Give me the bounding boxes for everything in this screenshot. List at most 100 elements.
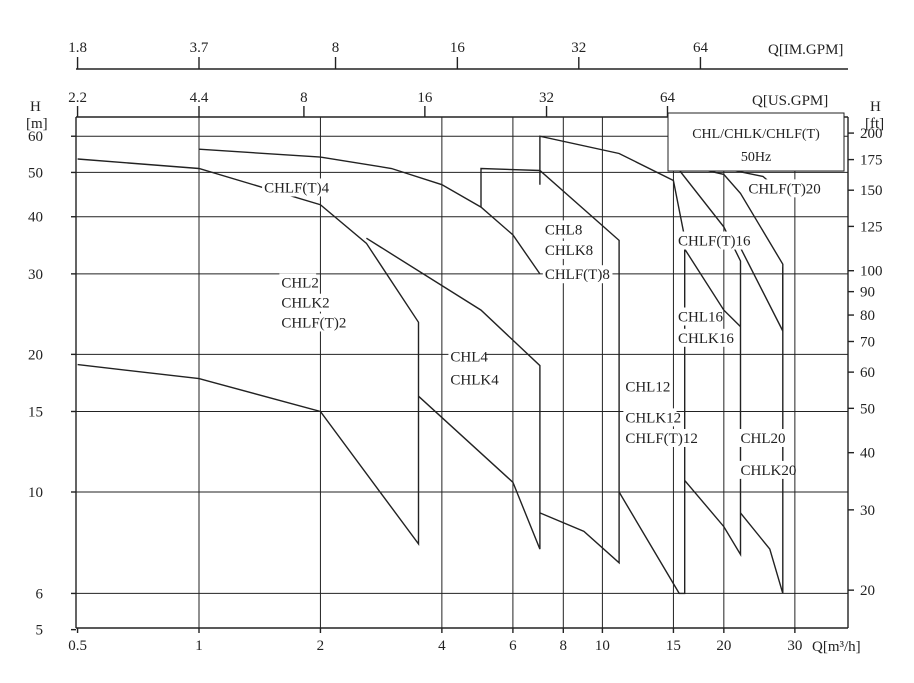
right-tick-label: 80 bbox=[860, 308, 875, 324]
pump-curve bbox=[671, 161, 784, 558]
x-tick-label: 2 bbox=[317, 638, 325, 654]
right-tick-label: 70 bbox=[860, 334, 875, 350]
y-tick-label: 15 bbox=[28, 404, 43, 420]
annotation-bg bbox=[623, 377, 669, 396]
annotation-bg bbox=[542, 240, 588, 259]
annotation-bg bbox=[542, 220, 580, 239]
y-ticks: 5 6 10 15 20 30 40 50 60 bbox=[28, 129, 76, 639]
curves bbox=[77, 135, 784, 595]
top-us-tick-label: 64 bbox=[660, 90, 676, 106]
x-tick-label: 8 bbox=[560, 638, 568, 654]
top-axis-im-label: Q[IM.GPM] bbox=[768, 42, 843, 58]
top-us-tick-label: 4.4 bbox=[190, 90, 209, 106]
right-tick-label: 50 bbox=[860, 401, 875, 417]
annotation-bg bbox=[279, 293, 325, 312]
pump-curve bbox=[539, 135, 686, 238]
x-tick-label: 15 bbox=[666, 638, 681, 654]
annotation-bg bbox=[542, 265, 613, 284]
annotation-bg bbox=[746, 179, 825, 198]
right-tick-label: 125 bbox=[860, 219, 883, 235]
y-tick-label: 50 bbox=[28, 165, 43, 181]
y-axis-right-title: H bbox=[870, 99, 881, 115]
annotation-bg bbox=[738, 460, 792, 479]
curve-label: CHLF(T)2 bbox=[281, 315, 346, 331]
top-us-tick-label: 8 bbox=[300, 90, 308, 106]
annotation-bg bbox=[448, 370, 494, 389]
curve-label: CHLF(T)20 bbox=[748, 181, 821, 197]
x-tick-label: 20 bbox=[716, 638, 731, 654]
x-ticks: 0.5 1 2 4 6 8 10 15 20 30 bbox=[68, 628, 802, 654]
curve-label: CHLK12 bbox=[625, 410, 681, 426]
top-im-tick-label: 1.8 bbox=[68, 40, 87, 56]
right-ticks: 200 175 150 125 100 90 80 70 60 50 40 30 20 bbox=[848, 126, 883, 599]
annotation-bg bbox=[279, 273, 317, 292]
top-im-tick-label: 64 bbox=[693, 40, 709, 56]
top-axis-us-label: Q[US.GPM] bbox=[752, 93, 828, 109]
curve-label: CHL12 bbox=[625, 379, 670, 395]
x-tick-label: 4 bbox=[438, 638, 446, 654]
curve-label: CHL16 bbox=[678, 310, 724, 326]
top-im-tick-label: 3.7 bbox=[190, 40, 209, 56]
curve-label: CHL20 bbox=[741, 431, 786, 447]
annotation-bg bbox=[676, 328, 730, 347]
annotation-bg bbox=[623, 428, 702, 447]
curve-label: CHLF(T)16 bbox=[678, 234, 751, 250]
top-us-tick-label: 16 bbox=[417, 90, 433, 106]
pump-curve bbox=[198, 148, 541, 275]
curve-label: CHLF(T)4 bbox=[264, 180, 329, 196]
right-tick-label: 150 bbox=[860, 183, 883, 199]
annotation-bg bbox=[623, 408, 677, 427]
annotation-bg bbox=[676, 231, 754, 250]
right-tick-label: 200 bbox=[860, 126, 883, 142]
right-tick-label: 100 bbox=[860, 264, 883, 280]
y-tick-label: 20 bbox=[28, 347, 43, 363]
curve-label: CHL4 bbox=[450, 349, 488, 365]
right-tick-label: 90 bbox=[860, 285, 875, 301]
annotation-bg bbox=[279, 313, 349, 332]
annotations: CHLF(T)4 CHL2 CHLK2 CHLF(T)2 CHL4 CHLK4 CHL8 CH… bbox=[262, 178, 825, 479]
curve-label: CHL8 bbox=[545, 222, 583, 238]
y-tick-label: 40 bbox=[28, 210, 43, 226]
y-axis-left-unit: [m] bbox=[26, 116, 48, 132]
top-im-tick-label: 32 bbox=[571, 40, 586, 56]
curve-label: CHLK8 bbox=[545, 243, 593, 259]
legend-frame bbox=[667, 112, 845, 172]
right-tick-label: 60 bbox=[860, 365, 875, 381]
legend-line1: CHL/CHLK/CHLF(T) bbox=[692, 127, 820, 142]
top-us-tick-label: 32 bbox=[539, 90, 554, 106]
top-im-tick-label: 8 bbox=[332, 40, 340, 56]
y-tick-label: 6 bbox=[36, 586, 44, 602]
top-im-tick-label: 16 bbox=[450, 40, 466, 56]
x-axis-label: Q[m³/h] bbox=[812, 639, 861, 655]
right-tick-label: 30 bbox=[860, 503, 875, 519]
curve-label: CHLK20 bbox=[741, 463, 797, 479]
annotation-bg bbox=[738, 428, 784, 447]
legend-box: CHL/CHLK/CHLF(T) 50Hz bbox=[667, 112, 845, 172]
y-axis-right-unit: [ft] bbox=[865, 116, 884, 132]
top-ticks: 1.8 3.7 8 16 32 64 2.2 4.4 8 16 32 64 bbox=[68, 40, 708, 117]
pump-curve bbox=[480, 167, 620, 565]
annotation-bg bbox=[262, 178, 332, 197]
x-tick-label: 0.5 bbox=[68, 638, 87, 654]
y-tick-label: 10 bbox=[28, 485, 43, 501]
right-tick-label: 175 bbox=[860, 153, 883, 169]
curve-label: CHLF(T)8 bbox=[545, 267, 610, 283]
pump-curve bbox=[618, 246, 741, 595]
pump-curve bbox=[77, 158, 420, 547]
curve-label: CHLK2 bbox=[281, 296, 329, 312]
legend-line2: 50Hz bbox=[741, 150, 771, 165]
right-tick-label: 20 bbox=[860, 583, 875, 599]
y-tick-label: 30 bbox=[28, 267, 43, 283]
curve-label: CHL2 bbox=[281, 276, 319, 292]
y-axis-left-title: H bbox=[30, 99, 41, 115]
x-tick-label: 30 bbox=[787, 638, 802, 654]
curve-label: CHLK16 bbox=[678, 331, 734, 347]
right-tick-label: 40 bbox=[860, 446, 875, 462]
top-us-tick-label: 2.2 bbox=[68, 90, 87, 106]
top-axis-im-gpm: Q[IM.GPM] bbox=[76, 42, 848, 70]
curve-label: CHLK4 bbox=[450, 372, 499, 388]
x-tick-label: 10 bbox=[595, 638, 610, 654]
annotation-bg bbox=[676, 307, 722, 326]
x-tick-label: 1 bbox=[195, 638, 203, 654]
